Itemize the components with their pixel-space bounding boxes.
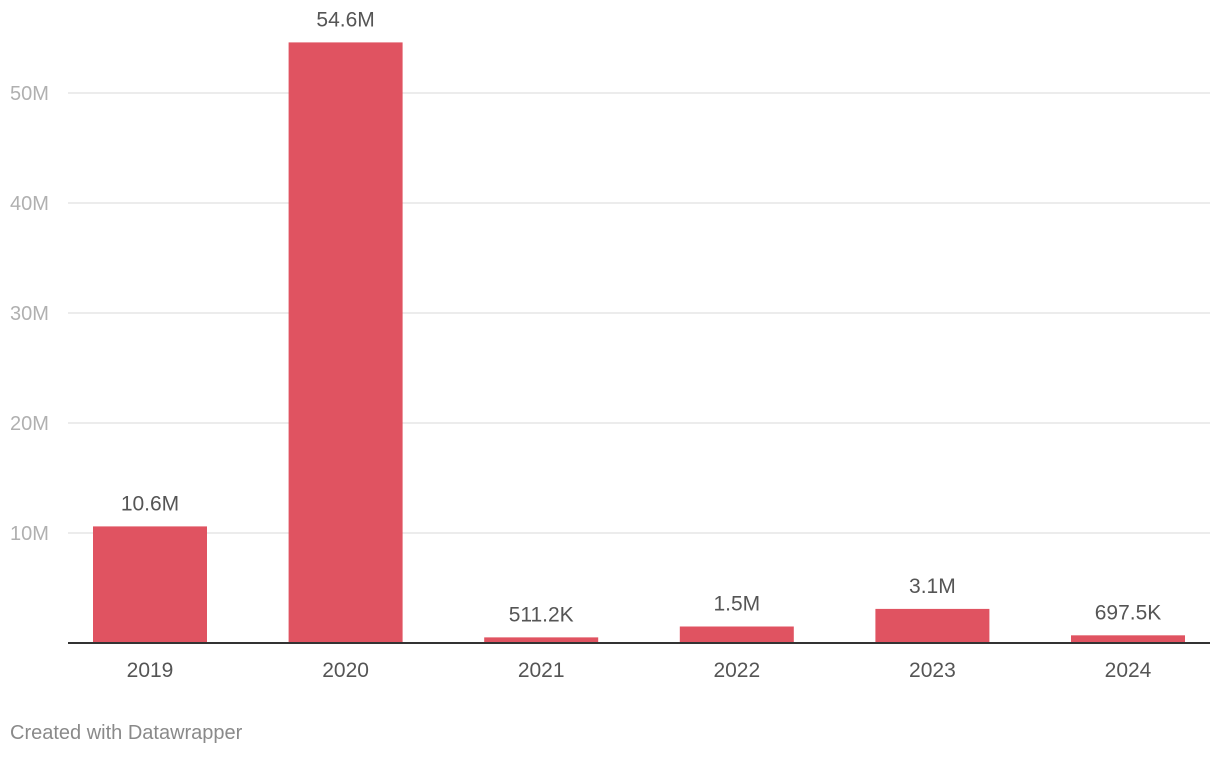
y-tick-label: 10M bbox=[10, 523, 49, 545]
bar bbox=[484, 637, 599, 643]
y-axis-ticks: 10M 20M 30M 40M 50M bbox=[10, 83, 49, 545]
bar-chart: 10M 20M 30M 40M 50M 10.6M 54.6M 511.2K 1.5M 3.1M… bbox=[10, 8, 1210, 682]
y-tick-label: 50M bbox=[10, 83, 49, 105]
data-label: 511.2K bbox=[509, 603, 574, 626]
x-tick-label: 2019 bbox=[127, 659, 174, 682]
y-tick-label: 30M bbox=[10, 303, 49, 325]
bar bbox=[679, 626, 794, 643]
gridlines bbox=[68, 92, 1210, 534]
credit-footer: Created with Datawrapper bbox=[10, 722, 243, 744]
data-label: 54.6M bbox=[316, 8, 374, 31]
bar bbox=[875, 608, 990, 643]
x-tick-label: 2022 bbox=[713, 659, 760, 682]
bar bbox=[288, 42, 403, 643]
bars bbox=[93, 42, 1185, 643]
x-tick-label: 2024 bbox=[1105, 659, 1152, 682]
bar bbox=[1071, 635, 1185, 643]
x-tick-label: 2023 bbox=[909, 659, 956, 682]
data-label: 1.5M bbox=[713, 593, 760, 616]
data-label: 3.1M bbox=[909, 575, 956, 598]
data-label: 697.5K bbox=[1095, 601, 1162, 624]
bar bbox=[93, 526, 207, 643]
x-axis-ticks: 2019 2020 2021 2022 2023 2024 bbox=[127, 659, 1152, 682]
x-tick-label: 2021 bbox=[518, 659, 565, 682]
data-labels: 10.6M 54.6M 511.2K 1.5M 3.1M 697.5K bbox=[121, 8, 1161, 626]
x-tick-label: 2020 bbox=[322, 659, 369, 682]
y-tick-label: 40M bbox=[10, 193, 49, 215]
data-label: 10.6M bbox=[121, 492, 179, 515]
y-tick-label: 20M bbox=[10, 413, 49, 435]
